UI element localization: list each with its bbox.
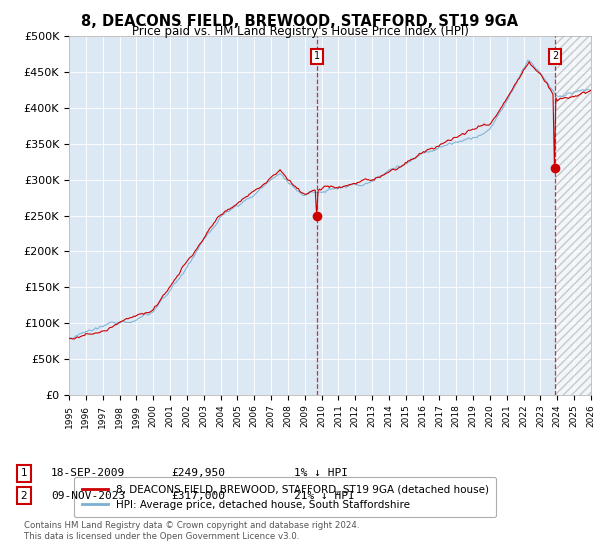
- Legend: 8, DEACONS FIELD, BREWOOD, STAFFORD, ST19 9GA (detached house), HPI: Average pri: 8, DEACONS FIELD, BREWOOD, STAFFORD, ST1…: [74, 477, 496, 517]
- Text: Price paid vs. HM Land Registry's House Price Index (HPI): Price paid vs. HM Land Registry's House …: [131, 25, 469, 38]
- Text: This data is licensed under the Open Government Licence v3.0.: This data is licensed under the Open Gov…: [24, 532, 299, 541]
- Text: 1: 1: [20, 468, 28, 478]
- Text: 09-NOV-2023: 09-NOV-2023: [51, 491, 125, 501]
- Text: £249,950: £249,950: [171, 468, 225, 478]
- Text: 2: 2: [552, 52, 558, 62]
- Text: 8, DEACONS FIELD, BREWOOD, STAFFORD, ST19 9GA: 8, DEACONS FIELD, BREWOOD, STAFFORD, ST1…: [82, 14, 518, 29]
- Bar: [555, 36, 591, 395]
- Text: 18-SEP-2009: 18-SEP-2009: [51, 468, 125, 478]
- Text: 21% ↓ HPI: 21% ↓ HPI: [294, 491, 355, 501]
- Text: 2: 2: [20, 491, 28, 501]
- Text: 1: 1: [314, 52, 320, 62]
- Text: Contains HM Land Registry data © Crown copyright and database right 2024.: Contains HM Land Registry data © Crown c…: [24, 521, 359, 530]
- Text: £317,000: £317,000: [171, 491, 225, 501]
- Text: 1% ↓ HPI: 1% ↓ HPI: [294, 468, 348, 478]
